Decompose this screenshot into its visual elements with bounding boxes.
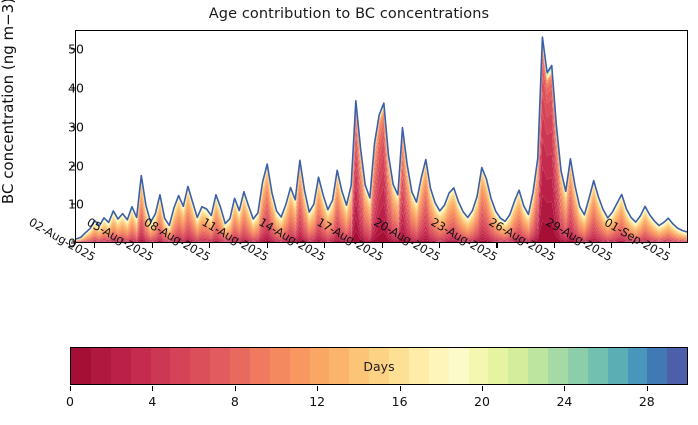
colorbar-band (230, 348, 250, 384)
colorbar-tick-label: 4 (148, 394, 157, 409)
y-tick-mark (71, 48, 75, 50)
x-tick-mark (553, 243, 555, 248)
colorbar-band (349, 348, 370, 384)
colorbar-band (309, 348, 330, 384)
x-tick-mark (611, 243, 613, 248)
colorbar-band (150, 348, 171, 384)
age-band-area (76, 91, 687, 242)
colorbar-band (448, 348, 469, 384)
y-tick-mark (71, 87, 75, 89)
colorbar-tick-label: 28 (638, 394, 655, 409)
y-axis-label: BC concentration (ng m−3) (0, 0, 17, 205)
plot-axes (75, 30, 688, 243)
colorbar-tick-mark (70, 386, 72, 391)
colorbar-band (190, 348, 211, 384)
colorbar-band (369, 348, 389, 384)
colorbar-band (71, 348, 91, 384)
age-band-area (76, 194, 687, 242)
y-tick-mark (71, 203, 75, 205)
age-band-area (76, 112, 687, 242)
colorbar-tick-label: 24 (556, 394, 573, 409)
colorbar-band (468, 348, 489, 384)
x-tick-mark (94, 243, 96, 248)
colorbar-band (389, 348, 409, 384)
colorbar-band (647, 348, 668, 384)
x-tick-mark (209, 243, 211, 248)
colorbar-tick-mark (399, 386, 401, 391)
colorbar-band (607, 348, 628, 384)
colorbar-band (508, 348, 529, 384)
x-tick-mark (496, 243, 498, 248)
colorbar-band (249, 348, 270, 384)
colorbar-band (428, 348, 449, 384)
colorbar-band (548, 348, 568, 384)
colorbar-band (110, 348, 131, 384)
x-tick-mark (151, 243, 153, 248)
colorbar-tick-mark (646, 386, 648, 391)
colorbar-band (627, 348, 648, 384)
colorbar-tick-label: 20 (474, 394, 490, 409)
age-band-area (76, 220, 687, 242)
colorbar-band (289, 348, 310, 384)
colorbar-band (567, 348, 588, 384)
colorbar-tick-mark (317, 386, 319, 391)
x-tick-mark (381, 243, 383, 248)
x-tick-mark (438, 243, 441, 248)
y-tick-mark (71, 126, 75, 128)
colorbar-tick-label: 12 (309, 394, 326, 409)
colorbar[interactable] (70, 347, 688, 385)
y-tick-mark (71, 164, 75, 167)
colorbar-band (210, 348, 230, 384)
colorbar-band (667, 348, 687, 384)
colorbar-band (528, 348, 548, 384)
total-concentration-line (76, 37, 687, 239)
age-band-area (76, 44, 687, 241)
colorbar-band (90, 348, 111, 384)
age-band-area (76, 46, 687, 241)
x-tick-mark (266, 243, 268, 248)
chart-title: Age contribution to BC concentrations (208, 6, 490, 22)
colorbar-band (269, 348, 290, 384)
colorbar-tick-mark (564, 386, 566, 391)
colorbar-band (488, 348, 509, 384)
y-tick-mark (71, 242, 75, 244)
colorbar-tick-mark (482, 386, 484, 391)
colorbar-tick-mark (234, 386, 236, 391)
x-tick-mark (324, 243, 326, 248)
colorbar-band (329, 348, 350, 384)
colorbar-band (408, 348, 429, 384)
colorbar-band (587, 348, 608, 384)
colorbar-band (130, 348, 151, 384)
age-band-area (76, 75, 687, 242)
colorbar-tick-label: 0 (66, 394, 74, 409)
colorbar-tick-label: 16 (391, 394, 408, 409)
colorbar-band (170, 348, 191, 384)
colorbar-tick-mark (152, 386, 154, 391)
stacked-area-plot (76, 31, 687, 242)
colorbar-tick-label: 8 (230, 394, 239, 409)
x-tick-mark (668, 243, 670, 248)
age-band-area (76, 45, 687, 241)
